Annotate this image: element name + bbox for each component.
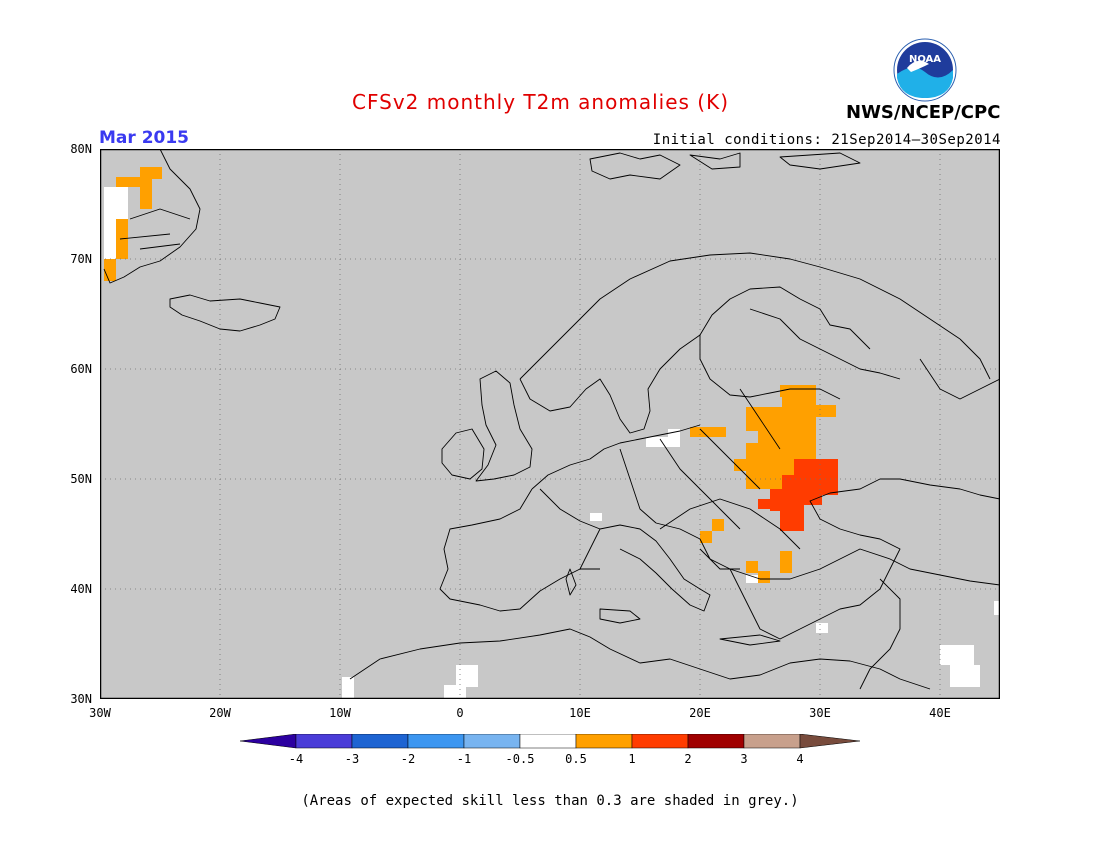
colorbar-bin (295, 734, 353, 749)
lat-label: 80N (70, 142, 92, 156)
lat-label: 50N (70, 472, 92, 486)
lon-label: 40E (929, 706, 951, 720)
lon-label: 30W (89, 706, 111, 720)
colorbar-label: -4 (288, 752, 304, 766)
colorbar-bin (519, 734, 577, 749)
anomaly-cells (104, 167, 1000, 699)
colorbar-label: 1 (628, 752, 636, 766)
colorbar-label: 3 (740, 752, 748, 766)
colorbar-label: -3 (344, 752, 360, 766)
colorbar-high-arrow (799, 734, 861, 749)
lat-label: 40N (70, 582, 92, 596)
colorbar-bin (575, 734, 633, 749)
lon-label: 10E (569, 706, 591, 720)
colorbar-label: 2 (684, 752, 692, 766)
colorbar (240, 734, 861, 749)
colorbar-label: -2 (400, 752, 416, 766)
anomaly-map (100, 149, 1000, 699)
lon-label: 10W (329, 706, 351, 720)
graticule (100, 149, 1000, 699)
colorbar-label: -1 (456, 752, 472, 766)
lon-label: 30E (809, 706, 831, 720)
lon-label: 0 (456, 706, 464, 720)
colorbar-bin (351, 734, 409, 749)
colorbar-label: 0.5 (565, 752, 587, 766)
colorbar-label: -0.5 (505, 752, 535, 766)
coastlines (103, 149, 1000, 690)
skill-note: (Areas of expected skill less than 0.3 a… (301, 793, 799, 809)
map-frame (100, 149, 1000, 699)
colorbar-bin (743, 734, 801, 749)
colorbar-label: 4 (796, 752, 804, 766)
lat-label: 30N (70, 692, 92, 706)
colorbar-bin (407, 734, 465, 749)
map-title: CFSv2 monthly T2m anomalies (K) (352, 90, 729, 114)
colorbar-bin (463, 734, 521, 749)
lat-label: 60N (70, 362, 92, 376)
noaa-logo-text: NOAA (909, 54, 941, 65)
colorbar-bin (687, 734, 745, 749)
colorbar-low-arrow (240, 734, 297, 749)
initial-conditions: Initial conditions: 21Sep2014–30Sep2014 (652, 132, 1001, 148)
lon-label: 20W (209, 706, 231, 720)
lat-label: 70N (70, 252, 92, 266)
noaa-logo-icon: NOAA (893, 38, 957, 102)
map-background (100, 149, 1000, 699)
colorbar-bin (631, 734, 689, 749)
organization-label: NWS/NCEP/CPC (846, 102, 1001, 123)
forecast-month: Mar 2015 (99, 128, 190, 148)
lon-label: 20E (689, 706, 711, 720)
